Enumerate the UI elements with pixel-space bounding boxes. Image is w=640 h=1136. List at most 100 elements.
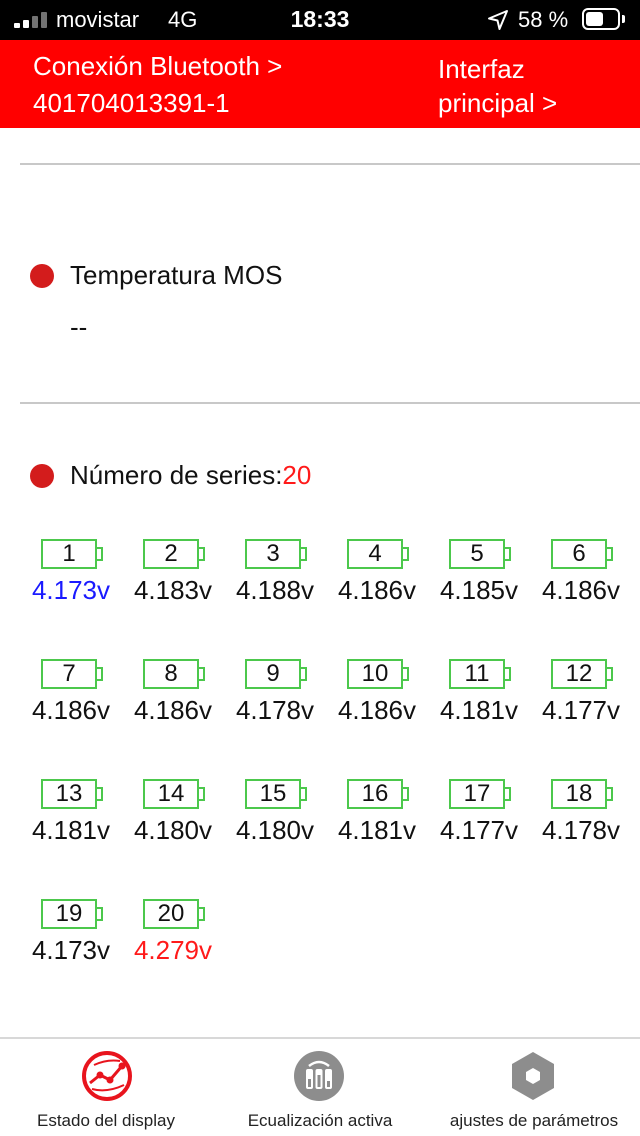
- tab-label: ajustes de parámetros: [449, 1111, 619, 1130]
- cell-battery-cap: [199, 667, 205, 681]
- cell-battery-cap: [97, 667, 103, 681]
- tab-display-status[interactable]: Estado del display: [0, 1039, 212, 1136]
- cell-battery-icon: 13: [41, 779, 97, 809]
- cell-voltage: 4.188v: [235, 575, 315, 605]
- cell-voltage: 4.183v: [133, 575, 213, 605]
- cell-battery-cap: [607, 667, 613, 681]
- cell-battery-cap: [199, 787, 205, 801]
- cell-battery-icon: 16: [347, 779, 403, 809]
- cell-voltage: 4.173v: [31, 935, 111, 965]
- divider: [20, 402, 640, 404]
- tab-parameter-settings[interactable]: ajustes de parámetros: [428, 1039, 640, 1136]
- mos-temp-indicator-dot: [30, 264, 54, 288]
- device-id: 401704013391-1: [33, 88, 230, 118]
- tab-label: Estado del display: [37, 1111, 175, 1130]
- active-balance-icon: [294, 1051, 344, 1101]
- mos-temp-value: --: [70, 312, 88, 342]
- cell-12: 12 4.177v: [530, 655, 632, 735]
- cell-5: 5 4.185v: [428, 535, 530, 615]
- tab-active-balance[interactable]: Ecualización activa: [212, 1039, 428, 1136]
- series-indicator-dot: [30, 464, 54, 488]
- cell-battery-icon: 19: [41, 899, 97, 929]
- cell-battery-icon: 7: [41, 659, 97, 689]
- phone-battery-icon: [582, 8, 620, 30]
- cell-voltage: 4.173v: [31, 575, 111, 605]
- cell-battery-cap: [97, 547, 103, 561]
- cell-battery-cap: [505, 667, 511, 681]
- cell-voltage: 4.186v: [31, 695, 111, 725]
- cell-7: 7 4.186v: [20, 655, 122, 735]
- cell-battery-icon: 15: [245, 779, 301, 809]
- cell-battery-cap: [301, 547, 307, 561]
- cell-voltage: 4.185v: [439, 575, 519, 605]
- cell-11: 11 4.181v: [428, 655, 530, 735]
- cell-battery-icon: 2: [143, 539, 199, 569]
- status-bar: movistar 4G 18:33 58 %: [0, 0, 640, 40]
- cell-battery-cap: [199, 907, 205, 921]
- cell-6: 6 4.186v: [530, 535, 632, 615]
- cell-battery-cap: [403, 547, 409, 561]
- clock: 18:33: [290, 6, 350, 32]
- cell-battery-cap: [301, 667, 307, 681]
- carrier-name: movistar: [56, 7, 140, 32]
- cell-voltage: 4.279v: [133, 935, 213, 965]
- cell-battery-icon: 5: [449, 539, 505, 569]
- cell-battery-icon: 20: [143, 899, 199, 929]
- tab-label: Ecualización activa: [247, 1111, 393, 1130]
- cell-19: 19 4.173v: [20, 895, 122, 975]
- cell-battery-icon: 17: [449, 779, 505, 809]
- cell-battery-icon: 10: [347, 659, 403, 689]
- signal-icon: [14, 12, 48, 28]
- app-header: Conexión Bluetooth > 401704013391-1 Inte…: [0, 40, 640, 128]
- phone-battery-cap: [622, 15, 625, 23]
- cell-voltage: 4.186v: [337, 575, 417, 605]
- cell-4: 4 4.186v: [326, 535, 428, 615]
- cell-battery-cap: [199, 547, 205, 561]
- cell-battery-cap: [403, 667, 409, 681]
- cell-battery-icon: 14: [143, 779, 199, 809]
- cell-voltage: 4.186v: [133, 695, 213, 725]
- cell-17: 17 4.177v: [428, 775, 530, 855]
- cell-20: 20 4.279v: [122, 895, 224, 975]
- network-type: 4G: [168, 7, 198, 32]
- cell-battery-icon: 3: [245, 539, 301, 569]
- cell-14: 14 4.180v: [122, 775, 224, 855]
- main-interface-link[interactable]: Interfaz principal >: [438, 52, 628, 120]
- cell-18: 18 4.178v: [530, 775, 632, 855]
- mos-temp-label: Temperatura MOS: [70, 260, 283, 290]
- cell-2: 2 4.183v: [122, 535, 224, 615]
- parameter-settings-icon: [512, 1052, 554, 1100]
- battery-percent: 58 %: [518, 7, 569, 32]
- cell-9: 9 4.178v: [224, 655, 326, 735]
- bottom-tab-bar: Estado del display Ecualización activa a…: [0, 1037, 640, 1136]
- cell-voltage: 4.180v: [235, 815, 315, 845]
- bluetooth-connection-label: Conexión Bluetooth >: [33, 51, 283, 81]
- cell-voltage: 4.181v: [31, 815, 111, 845]
- cell-voltage: 4.186v: [337, 695, 417, 725]
- cell-battery-cap: [97, 907, 103, 921]
- bluetooth-connection-link[interactable]: Conexión Bluetooth > 401704013391-1: [33, 48, 282, 122]
- cell-voltage: 4.178v: [235, 695, 315, 725]
- cell-battery-icon: 11: [449, 659, 505, 689]
- cell-13: 13 4.181v: [20, 775, 122, 855]
- series-count-value: 20: [282, 460, 312, 490]
- cell-voltage: 4.181v: [439, 695, 519, 725]
- cell-battery-cap: [97, 787, 103, 801]
- cell-3: 3 4.188v: [224, 535, 326, 615]
- cell-battery-icon: 12: [551, 659, 607, 689]
- cell-8: 8 4.186v: [122, 655, 224, 735]
- cell-battery-cap: [403, 787, 409, 801]
- series-count-label: Número de series:: [70, 460, 283, 490]
- cell-battery-cap: [607, 787, 613, 801]
- cell-voltage: 4.178v: [541, 815, 621, 845]
- cell-voltage: 4.180v: [133, 815, 213, 845]
- location-arrow-icon: [488, 10, 508, 30]
- cell-battery-icon: 18: [551, 779, 607, 809]
- cell-battery-icon: 8: [143, 659, 199, 689]
- cell-15: 15 4.180v: [224, 775, 326, 855]
- main-interface-label-line1: Interfaz: [438, 54, 525, 84]
- cell-battery-cap: [607, 547, 613, 561]
- cell-battery-icon: 6: [551, 539, 607, 569]
- cell-voltage: 4.177v: [439, 815, 519, 845]
- cell-battery-cap: [505, 787, 511, 801]
